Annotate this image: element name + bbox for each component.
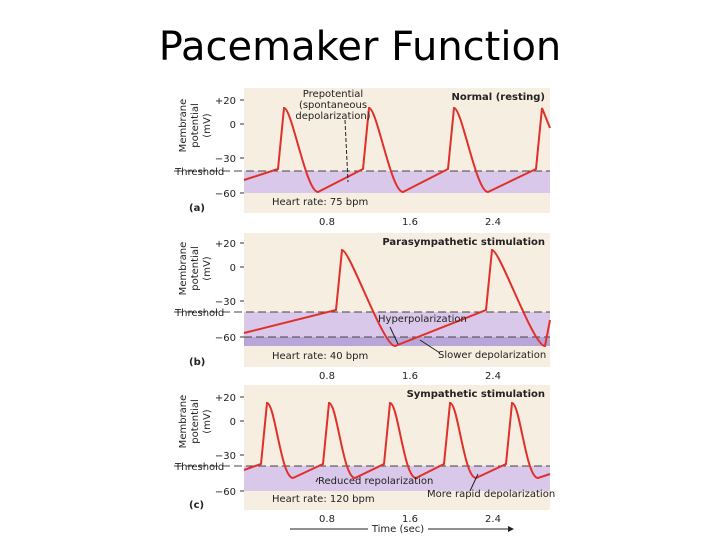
x-tick-label: 1.6	[402, 514, 418, 525]
annotation: Reduced repolarization	[318, 476, 433, 487]
panel-heading: Sympathetic stimulation	[407, 389, 545, 400]
y-tick-label: −60	[215, 487, 236, 498]
annotation-arrow	[389, 326, 399, 345]
y-tick-label: 0	[230, 263, 236, 274]
action-potential	[243, 248, 551, 348]
panel: +20 0 −30 −60 Membrane potential (mV) Threshold…	[174, 385, 555, 525]
annotation: (spontaneous	[299, 100, 367, 111]
x-axis-label: Time (sec)	[371, 524, 424, 535]
y-axis-label: Membrane	[178, 242, 189, 296]
annotation: More rapid depolarization	[427, 489, 555, 500]
y-tick-label: −30	[215, 297, 236, 308]
y-tick-label: −60	[215, 189, 236, 200]
heart-rate: Heart rate: 75 bpm	[272, 197, 368, 208]
x-tick-label: 0.8	[319, 371, 335, 382]
threshold-label: Threshold	[174, 462, 224, 473]
y-axis-label: (mV)	[202, 256, 213, 280]
x-tick-label: 1.6	[402, 217, 418, 228]
action-potential	[243, 401, 551, 480]
y-tick-label: 0	[230, 120, 236, 131]
plot-area	[244, 233, 550, 367]
plot-area	[244, 88, 550, 213]
panel: +20 0 −30 −60 Membrane potential (mV) Threshold…	[174, 88, 551, 228]
threshold-label: Threshold	[174, 167, 224, 178]
y-axis-label: potential	[190, 103, 201, 147]
panel-heading: Normal (resting)	[451, 92, 545, 103]
threshold-band	[244, 171, 550, 193]
y-tick-label: +20	[215, 239, 236, 250]
x-tick-label: 0.8	[319, 217, 335, 228]
annotation: Slower depolarization	[438, 350, 546, 361]
threshold-band	[244, 312, 550, 337]
annotation-arrow	[344, 119, 349, 183]
annotation-arrow	[469, 473, 479, 492]
y-axis-label: (mV)	[202, 113, 213, 137]
y-axis-label: Membrane	[178, 99, 189, 153]
action-potential	[243, 106, 551, 194]
annotation-arrow	[419, 339, 441, 354]
annotation-arrow	[315, 477, 319, 483]
y-tick-label: +20	[215, 393, 236, 404]
panel-heading: Parasympathetic stimulation	[382, 237, 545, 248]
panel: +20 0 −30 −60 Membrane potential (mV) Threshold…	[174, 233, 551, 382]
x-tick-label: 2.4	[485, 514, 501, 525]
y-axis-label: potential	[190, 399, 201, 443]
heart-rate: Heart rate: 120 bpm	[272, 494, 375, 505]
y-axis-label: potential	[190, 246, 201, 290]
threshold-band	[244, 466, 550, 491]
panel-letter: (b)	[189, 357, 205, 368]
y-axis-label: (mV)	[202, 409, 213, 433]
y-tick-label: −30	[215, 154, 236, 165]
arrow-head	[508, 526, 514, 532]
x-tick-label: 1.6	[402, 371, 418, 382]
threshold-label: Threshold	[174, 308, 224, 319]
annotation: Prepotential	[303, 89, 363, 100]
y-axis-label: Membrane	[178, 395, 189, 449]
x-tick-label: 2.4	[485, 371, 501, 382]
slide-title: Pacemaker Function	[159, 24, 562, 70]
heart-rate: Heart rate: 40 bpm	[272, 351, 368, 362]
y-tick-label: +20	[215, 96, 236, 107]
y-tick-label: −60	[215, 333, 236, 344]
y-tick-label: −30	[215, 451, 236, 462]
x-tick-label: 2.4	[485, 217, 501, 228]
panel-letter: (a)	[189, 203, 205, 214]
annotation: Hyperpolarization	[378, 314, 467, 325]
y-tick-label: 0	[230, 417, 236, 428]
annotation: depolarization)	[295, 111, 370, 122]
panel-letter: (c)	[189, 500, 204, 511]
x-tick-label: 0.8	[319, 514, 335, 525]
